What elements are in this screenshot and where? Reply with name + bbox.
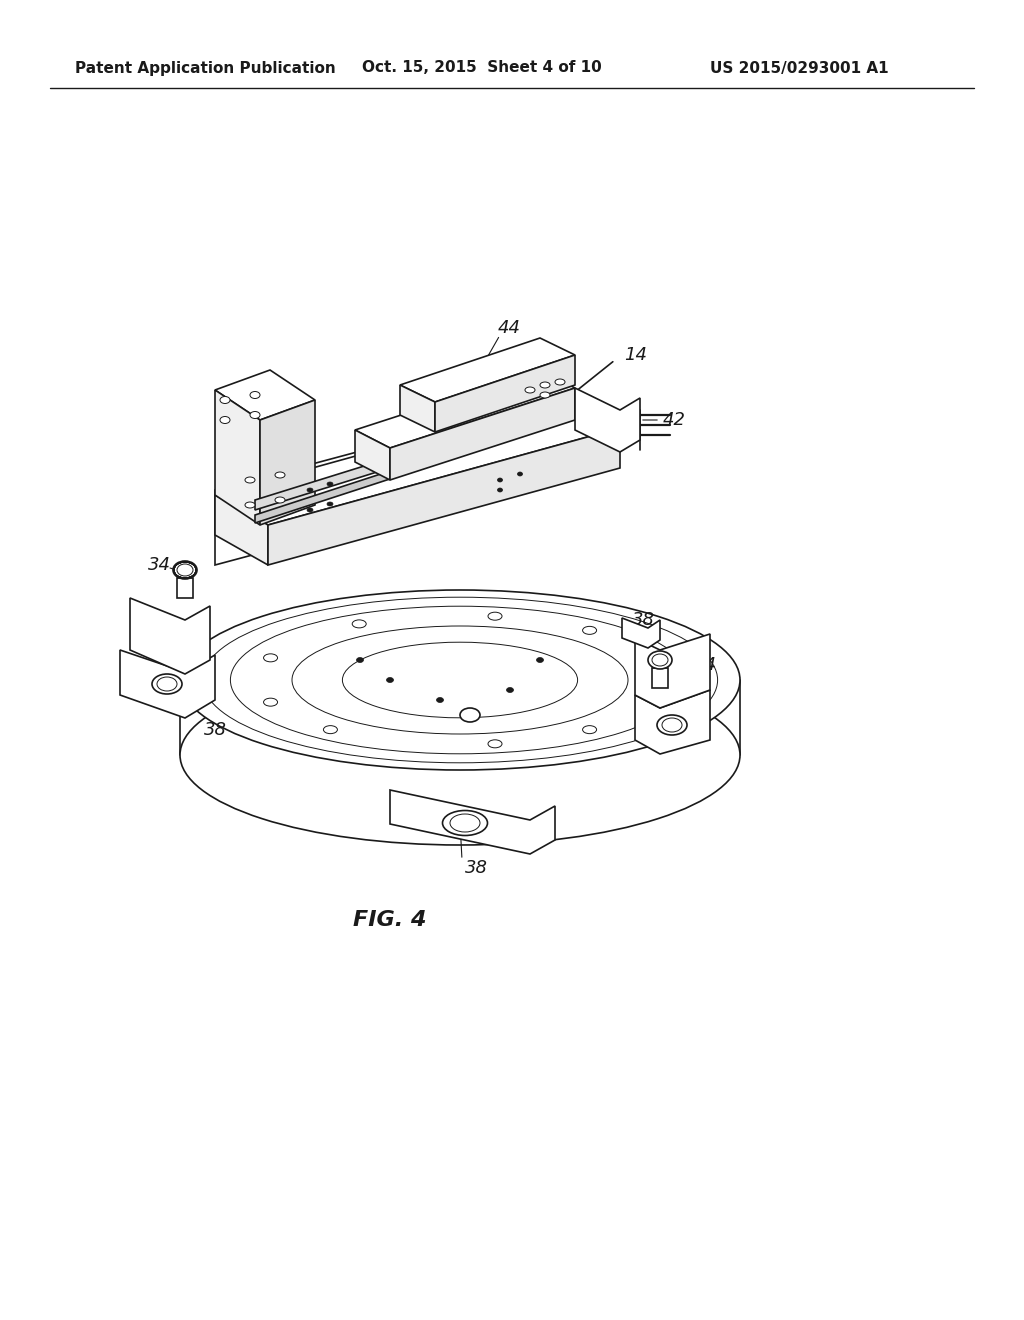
Polygon shape (215, 395, 620, 565)
Ellipse shape (540, 392, 550, 399)
Ellipse shape (220, 396, 230, 404)
Ellipse shape (220, 417, 230, 424)
Polygon shape (622, 618, 660, 648)
Ellipse shape (263, 653, 278, 661)
Ellipse shape (324, 726, 338, 734)
Ellipse shape (555, 379, 565, 385)
Text: 42: 42 (663, 411, 686, 429)
Ellipse shape (180, 665, 740, 845)
Polygon shape (435, 355, 575, 432)
Polygon shape (130, 598, 210, 675)
Ellipse shape (498, 488, 503, 492)
Ellipse shape (275, 498, 285, 503)
Polygon shape (255, 422, 540, 523)
Text: 44: 44 (498, 319, 521, 337)
Polygon shape (215, 389, 260, 525)
Ellipse shape (657, 715, 687, 735)
Polygon shape (390, 789, 555, 854)
Text: 34: 34 (148, 556, 171, 574)
Ellipse shape (507, 688, 513, 693)
Ellipse shape (460, 708, 480, 722)
Ellipse shape (450, 814, 480, 832)
Polygon shape (390, 388, 575, 480)
Ellipse shape (250, 412, 260, 418)
Text: 14: 14 (624, 346, 647, 364)
Ellipse shape (352, 620, 367, 628)
Polygon shape (400, 338, 575, 403)
Ellipse shape (245, 477, 255, 483)
Ellipse shape (327, 502, 333, 506)
Ellipse shape (152, 675, 182, 694)
Text: FIG. 4: FIG. 4 (353, 909, 427, 931)
Ellipse shape (525, 387, 535, 393)
Polygon shape (635, 634, 710, 708)
Text: 38: 38 (204, 721, 226, 739)
Ellipse shape (442, 810, 487, 836)
Polygon shape (255, 405, 560, 510)
Text: US 2015/0293001 A1: US 2015/0293001 A1 (710, 61, 889, 75)
Text: Oct. 15, 2015  Sheet 4 of 10: Oct. 15, 2015 Sheet 4 of 10 (362, 61, 602, 75)
Text: Patent Application Publication: Patent Application Publication (75, 61, 336, 75)
Ellipse shape (245, 502, 255, 508)
Ellipse shape (307, 508, 313, 512)
Ellipse shape (540, 381, 550, 388)
Ellipse shape (275, 473, 285, 478)
Polygon shape (215, 495, 268, 565)
Polygon shape (120, 649, 215, 718)
Ellipse shape (517, 473, 522, 477)
Ellipse shape (537, 657, 544, 663)
Ellipse shape (436, 697, 443, 702)
Ellipse shape (157, 677, 177, 690)
Polygon shape (215, 399, 620, 525)
Ellipse shape (662, 718, 682, 733)
Polygon shape (652, 668, 668, 688)
Ellipse shape (583, 726, 597, 734)
Polygon shape (260, 400, 315, 525)
Ellipse shape (327, 482, 333, 486)
Ellipse shape (173, 561, 197, 579)
Ellipse shape (250, 392, 260, 399)
Ellipse shape (498, 478, 503, 482)
Text: 34: 34 (694, 656, 717, 675)
Text: 38: 38 (632, 611, 655, 630)
Polygon shape (268, 428, 620, 565)
Ellipse shape (356, 657, 364, 663)
Polygon shape (635, 690, 710, 754)
Polygon shape (215, 370, 315, 420)
Ellipse shape (386, 677, 393, 682)
Ellipse shape (583, 627, 597, 635)
Ellipse shape (177, 564, 193, 576)
Ellipse shape (648, 651, 672, 669)
Polygon shape (400, 385, 435, 432)
Ellipse shape (642, 653, 656, 661)
Ellipse shape (488, 612, 502, 620)
Ellipse shape (488, 739, 502, 748)
Ellipse shape (307, 488, 313, 492)
Polygon shape (575, 388, 640, 451)
Ellipse shape (180, 590, 740, 770)
Polygon shape (355, 430, 390, 480)
Polygon shape (355, 370, 575, 447)
Text: 38: 38 (465, 859, 488, 876)
Ellipse shape (642, 698, 656, 706)
Ellipse shape (652, 653, 668, 667)
Polygon shape (177, 578, 193, 598)
Ellipse shape (263, 698, 278, 706)
